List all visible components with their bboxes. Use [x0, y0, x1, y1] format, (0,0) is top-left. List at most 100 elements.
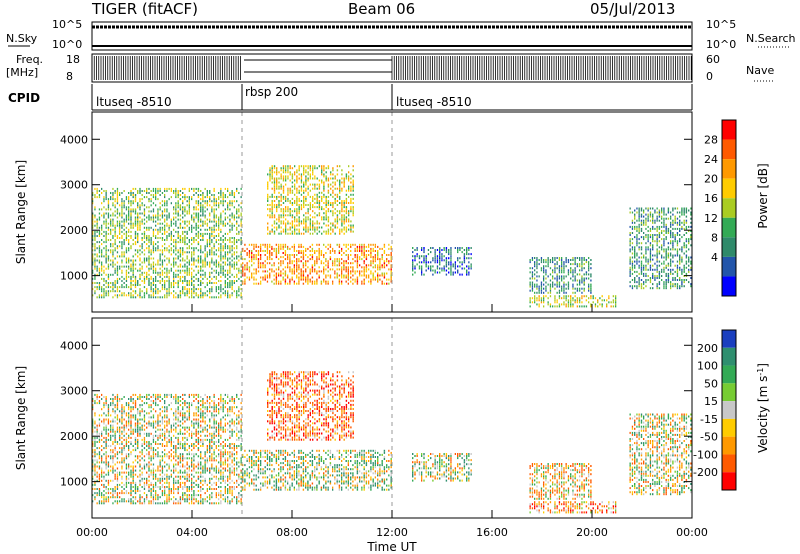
power-echo-cell — [649, 213, 652, 216]
power-echo-cell — [280, 280, 282, 283]
nave-tick-bottom: 0 — [706, 70, 713, 83]
power-echo-cell — [284, 250, 287, 252]
power-echo-cell — [182, 206, 184, 209]
power-echo-cell — [134, 249, 137, 252]
power-echo-cell — [332, 181, 334, 184]
power-echo-cell — [184, 259, 186, 262]
power-echo-cell — [191, 226, 193, 229]
power-echo-cell — [325, 197, 327, 200]
power-echo-cell — [676, 221, 679, 224]
power-echo-cell — [240, 257, 242, 260]
power-echo-cell — [155, 224, 157, 227]
power-echo-cell — [107, 282, 110, 284]
power-echo-cell — [186, 212, 188, 215]
power-echo-cell — [182, 286, 184, 289]
power-echo-cell — [386, 254, 388, 256]
power-echo-cell — [350, 266, 352, 269]
power-echo-cell — [159, 296, 161, 299]
power-echo-cell — [188, 273, 190, 276]
power-echo-cell — [536, 287, 538, 290]
power-echo-cell — [121, 235, 123, 237]
power-echo-cell — [606, 299, 608, 302]
power-echo-cell — [305, 177, 307, 180]
power-echo-cell — [545, 265, 547, 268]
power-echo-cell — [191, 247, 193, 250]
power-echo-cell — [220, 245, 222, 248]
power-echo-cell — [267, 183, 269, 186]
power-echo-cell — [647, 219, 649, 222]
power-echo-cell — [188, 226, 190, 229]
power-echo-cell — [184, 280, 186, 282]
power-echo-cell — [341, 202, 343, 204]
power-echo-cell — [336, 193, 339, 196]
power-echo-cell — [298, 252, 300, 254]
power-echo-cell — [454, 267, 456, 270]
power-echo-cell — [341, 218, 343, 221]
power-echo-cell — [184, 235, 186, 237]
power-echo-cell — [305, 230, 307, 233]
power-echo-cell — [656, 277, 658, 279]
power-echo-cell — [374, 245, 376, 248]
power-echo-cell — [645, 266, 647, 269]
power-echo-cell — [561, 297, 563, 300]
power-echo-cell — [558, 257, 561, 259]
power-echo-cell — [238, 210, 240, 213]
power-echo-cell — [182, 265, 184, 268]
power-echo-cell — [231, 280, 233, 282]
power-echo-cell — [423, 247, 425, 249]
power-echo-cell — [303, 214, 305, 217]
power-echo-cell — [643, 254, 645, 257]
power-echo-cell — [152, 216, 155, 219]
power-echo-cell — [116, 210, 119, 213]
power-echo-cell — [581, 275, 583, 278]
power-echo-cell — [287, 274, 289, 277]
power-echo-cell — [273, 220, 276, 223]
velocity-echo-cell — [101, 398, 103, 400]
power-echo-cell — [202, 210, 204, 213]
power-echo-cell — [191, 257, 193, 260]
power-echo-cell — [130, 190, 132, 192]
power-echo-cell — [231, 273, 233, 276]
power-echo-cell — [291, 220, 294, 223]
power-echo-cell — [215, 214, 217, 217]
power-echo-cell — [647, 258, 649, 261]
power-echo-cell — [170, 196, 172, 199]
power-echo-cell — [186, 269, 188, 272]
power-echo-cell — [101, 294, 103, 297]
power-echo-cell — [339, 187, 341, 190]
power-echo-cell — [125, 218, 128, 221]
power-echo-cell — [179, 224, 182, 227]
power-echo-cell — [325, 274, 327, 277]
power-echo-cell — [685, 225, 688, 228]
power-echo-cell — [640, 272, 643, 275]
power-echo-cell — [114, 224, 116, 227]
power-echo-cell — [302, 272, 305, 275]
power-echo-cell — [320, 282, 323, 285]
power-echo-cell — [262, 262, 264, 265]
power-echo-cell — [170, 253, 172, 256]
power-echo-cell — [688, 281, 690, 284]
power-echo-cell — [336, 214, 339, 217]
power-echo-cell — [231, 286, 233, 289]
power-echo-cell — [112, 251, 114, 254]
power-echo-cell — [554, 277, 556, 280]
power-echo-cell — [300, 185, 303, 188]
power-echo-cell — [242, 272, 244, 275]
power-echo-cell — [119, 222, 121, 225]
power-echo-cell — [197, 204, 200, 207]
power-echo-cell — [649, 258, 652, 261]
power-echo-cell — [150, 198, 152, 201]
power-echo-cell — [280, 260, 282, 263]
power-echo-cell — [96, 255, 98, 258]
power-echo-cell — [305, 181, 307, 184]
power-echo-cell — [218, 280, 220, 282]
power-echo-cell — [372, 262, 374, 265]
power-echo-cell — [305, 175, 307, 178]
power-echo-cell — [636, 238, 638, 241]
velocity-echo-cell — [105, 479, 107, 482]
power-echo-cell — [345, 268, 347, 271]
power-echo-cell — [132, 224, 134, 227]
power-echo-cell — [211, 241, 213, 244]
power-echo-cell — [356, 250, 359, 252]
power-echo-cell — [195, 247, 197, 250]
